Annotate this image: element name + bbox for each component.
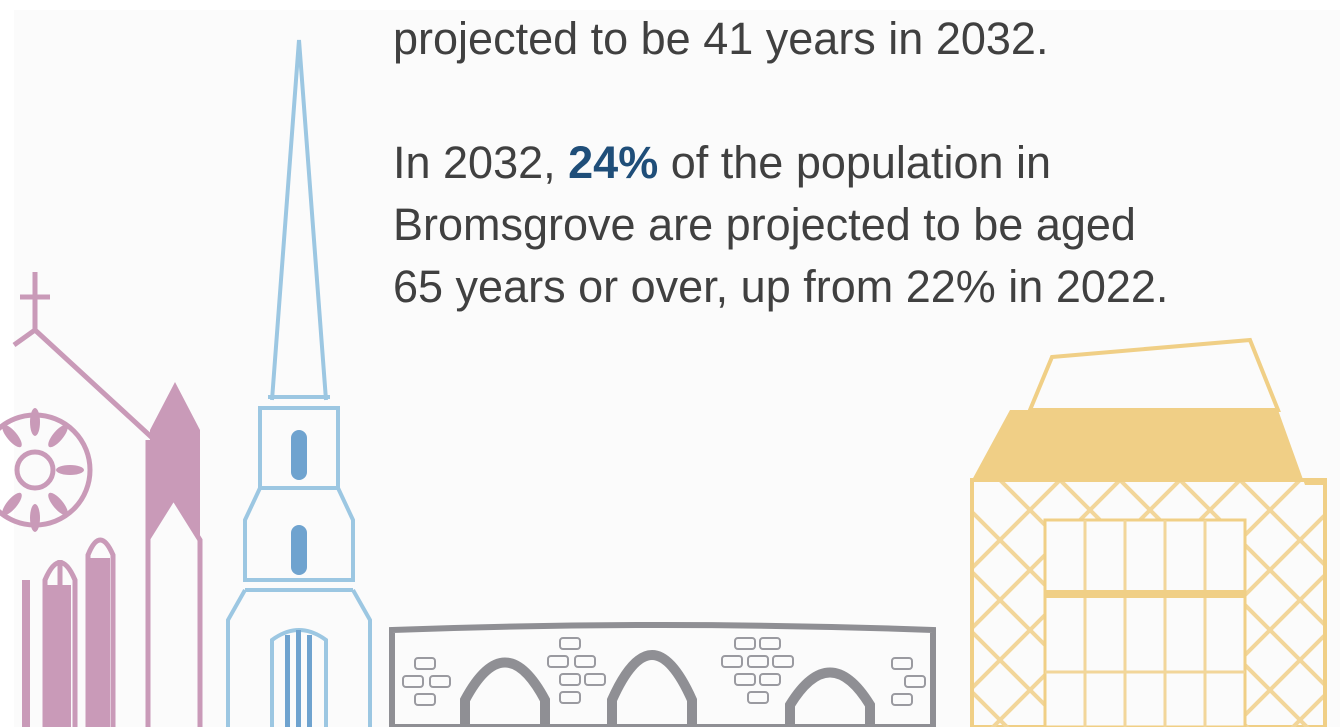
over-65-line-3: 65 years or over, up from 22% in 2022.	[393, 261, 1169, 312]
over-65-suffix: of the population in	[658, 137, 1052, 188]
over-65-line-2: Bromsgrove are projected to be aged	[393, 199, 1136, 250]
population-summary-text: projected to be 41 years in 2032. In 203…	[393, 8, 1293, 318]
over-65-percentage-highlight: 24%	[568, 137, 659, 188]
bridge-illustration	[389, 622, 936, 727]
over-65-prefix: In 2032,	[393, 137, 569, 188]
spire-illustration	[226, 39, 372, 727]
over-65-line-1: In 2032, 24% of the population in	[393, 132, 1293, 194]
timber-building-illustration	[970, 337, 1327, 727]
median-age-line: projected to be 41 years in 2032.	[393, 13, 1049, 64]
